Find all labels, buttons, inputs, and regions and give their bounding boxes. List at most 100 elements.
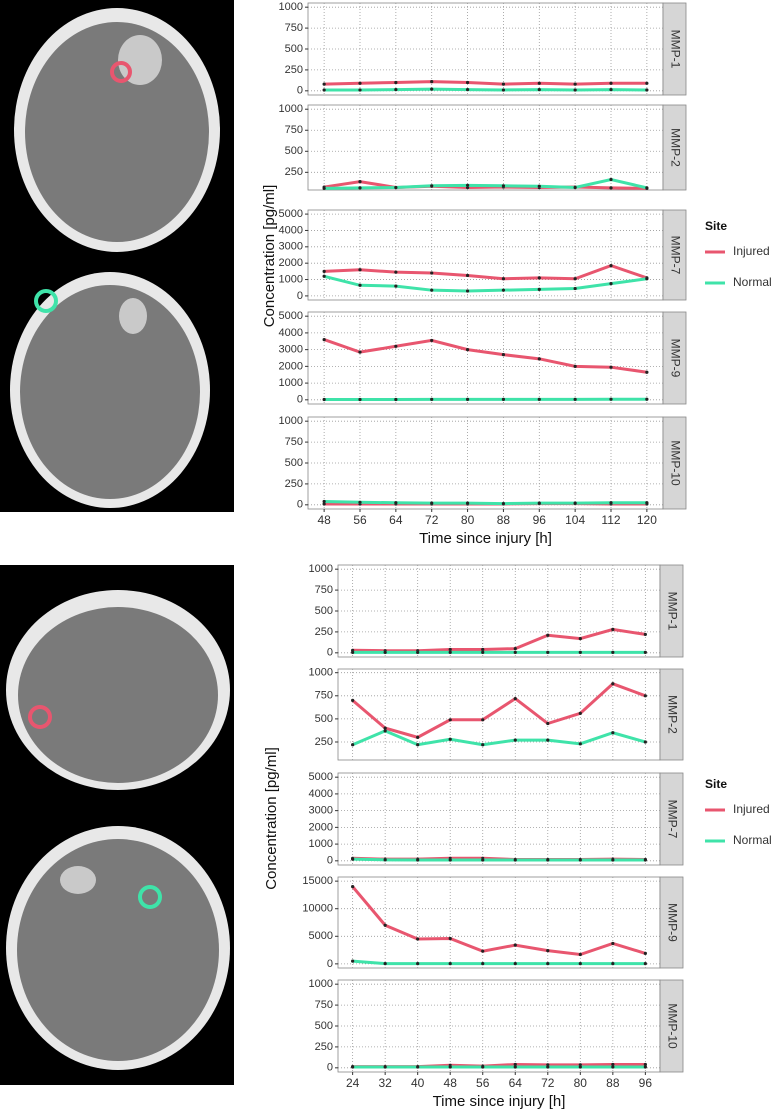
data-point bbox=[546, 650, 550, 655]
data-point bbox=[573, 286, 577, 291]
data-point bbox=[609, 397, 613, 401]
x-axis-label: Time since injury [h] bbox=[419, 530, 552, 547]
data-point bbox=[611, 961, 615, 966]
data-point bbox=[643, 694, 647, 698]
series-line bbox=[351, 885, 646, 957]
y-tick-label: 250 bbox=[315, 1041, 333, 1053]
facet-label: MMP-9 bbox=[665, 903, 679, 942]
x-tick-label: 56 bbox=[476, 1076, 490, 1090]
y-tick-label: 250 bbox=[285, 478, 303, 490]
data-point bbox=[609, 365, 613, 369]
data-point bbox=[358, 88, 362, 92]
data-point bbox=[573, 277, 577, 281]
data-point bbox=[448, 718, 452, 722]
facet-label: MMP-10 bbox=[665, 1003, 679, 1049]
data-point bbox=[546, 858, 550, 862]
x-tick-label: 24 bbox=[346, 1076, 360, 1090]
data-point bbox=[611, 858, 615, 862]
data-point bbox=[351, 1065, 355, 1069]
data-point bbox=[351, 885, 355, 889]
legend-label: Injured bbox=[733, 244, 770, 258]
data-point bbox=[465, 501, 470, 505]
data-point bbox=[465, 397, 470, 401]
data-point bbox=[351, 857, 355, 861]
data-point bbox=[416, 961, 420, 966]
y-tick-label: 4000 bbox=[279, 224, 303, 236]
data-point bbox=[609, 81, 613, 85]
facet-strip bbox=[659, 876, 684, 969]
x-tick-label: 64 bbox=[509, 1076, 523, 1090]
data-point bbox=[394, 284, 398, 288]
y-tick-label: 3000 bbox=[309, 805, 333, 817]
data-point bbox=[394, 501, 398, 505]
data-point bbox=[322, 502, 326, 506]
data-point bbox=[578, 961, 582, 966]
data-point bbox=[643, 1065, 647, 1069]
data-point bbox=[358, 500, 362, 504]
data-point bbox=[513, 1062, 517, 1067]
legend-title: Site bbox=[705, 777, 727, 791]
data-point bbox=[383, 729, 387, 733]
injured-marker bbox=[110, 61, 132, 83]
facet-label: MMP-7 bbox=[668, 236, 682, 275]
x-tick-label: 88 bbox=[497, 513, 511, 527]
data-point bbox=[481, 1065, 485, 1069]
data-point bbox=[501, 353, 506, 357]
data-point bbox=[611, 731, 615, 735]
facet-label: MMP-1 bbox=[665, 592, 679, 631]
y-tick-label: 1000 bbox=[279, 273, 303, 285]
data-point bbox=[546, 949, 550, 953]
data-point bbox=[546, 1065, 550, 1069]
data-point bbox=[513, 738, 517, 742]
data-point bbox=[643, 951, 647, 955]
y-tick-label: 1000 bbox=[279, 377, 303, 389]
data-point bbox=[609, 501, 613, 505]
series-line bbox=[352, 959, 646, 966]
data-point bbox=[645, 88, 649, 92]
data-point bbox=[537, 184, 541, 188]
legend-label: Injured bbox=[733, 802, 770, 816]
data-point bbox=[481, 650, 485, 655]
lesion bbox=[119, 298, 147, 334]
data-point bbox=[430, 184, 434, 188]
data-point bbox=[645, 186, 649, 190]
data-point bbox=[643, 632, 647, 637]
data-point bbox=[645, 277, 649, 281]
y-tick-label: 500 bbox=[285, 457, 303, 469]
y-tick-label: 1000 bbox=[309, 838, 333, 850]
data-point bbox=[416, 1065, 420, 1069]
panel-background bbox=[337, 876, 661, 969]
data-point bbox=[416, 650, 420, 655]
data-point bbox=[394, 270, 398, 274]
data-point bbox=[358, 179, 362, 184]
data-point bbox=[430, 288, 434, 292]
data-point bbox=[643, 650, 647, 655]
data-point bbox=[573, 88, 577, 92]
data-point bbox=[448, 1065, 452, 1069]
data-point bbox=[394, 80, 398, 85]
x-tick-label: 72 bbox=[541, 1076, 555, 1090]
data-point bbox=[430, 271, 434, 275]
data-point bbox=[537, 357, 541, 361]
data-point bbox=[643, 961, 647, 966]
brain bbox=[17, 839, 219, 1061]
y-tick-label: 0 bbox=[297, 85, 303, 97]
data-point bbox=[448, 858, 452, 862]
data-point bbox=[358, 350, 362, 354]
data-point bbox=[578, 650, 582, 655]
facet-strip bbox=[662, 2, 687, 96]
data-point bbox=[645, 81, 649, 85]
data-point bbox=[481, 858, 485, 862]
y-tick-label: 500 bbox=[315, 713, 333, 725]
data-point bbox=[513, 1065, 517, 1069]
data-point bbox=[537, 287, 541, 291]
data-point bbox=[394, 397, 398, 402]
y-tick-label: 1000 bbox=[279, 415, 303, 427]
data-point bbox=[351, 650, 355, 655]
data-point bbox=[430, 338, 434, 343]
data-point bbox=[573, 185, 577, 190]
data-point bbox=[501, 288, 506, 292]
data-point bbox=[358, 397, 362, 402]
data-point bbox=[383, 923, 387, 927]
data-point bbox=[394, 344, 398, 348]
